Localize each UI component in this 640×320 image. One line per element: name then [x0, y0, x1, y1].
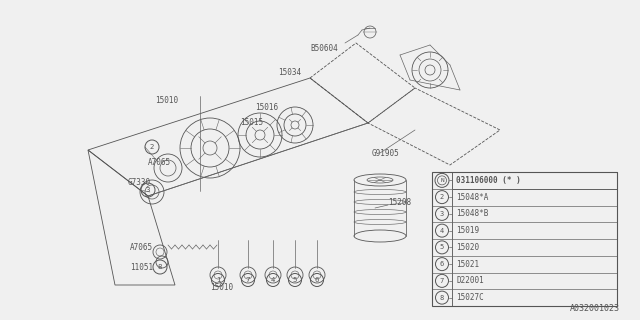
Text: 15020: 15020	[456, 243, 479, 252]
Text: 2: 2	[440, 194, 444, 200]
Text: 8: 8	[157, 264, 163, 270]
Text: G7330: G7330	[128, 178, 151, 187]
Bar	[452, 172, 617, 189]
Text: 7: 7	[440, 278, 444, 284]
Text: 15048*A: 15048*A	[456, 193, 488, 202]
Text: 3: 3	[146, 187, 150, 193]
Text: G91905: G91905	[372, 148, 400, 157]
Text: 7: 7	[246, 277, 250, 283]
Text: 15010: 15010	[155, 95, 178, 105]
Text: A7065: A7065	[148, 157, 171, 166]
Text: 3: 3	[440, 211, 444, 217]
Text: 15010: 15010	[211, 284, 234, 292]
Text: D22001: D22001	[456, 276, 484, 285]
Text: 5: 5	[293, 277, 297, 283]
Bar	[432, 172, 617, 306]
Text: 6: 6	[440, 261, 444, 267]
Text: 4: 4	[271, 277, 275, 283]
Text: 11051: 11051	[130, 263, 153, 273]
Text: A032001023: A032001023	[570, 304, 620, 313]
Text: B50604: B50604	[310, 44, 338, 52]
Text: 15021: 15021	[456, 260, 479, 268]
Text: 15034: 15034	[278, 68, 301, 76]
Text: 4: 4	[440, 228, 444, 234]
Text: 15208: 15208	[388, 197, 411, 206]
Text: 15048*B: 15048*B	[456, 209, 488, 218]
Text: 031106000 (* ): 031106000 (* )	[456, 176, 521, 185]
Text: A7065: A7065	[130, 243, 153, 252]
Text: 15016: 15016	[255, 102, 278, 111]
Text: N: N	[440, 178, 444, 183]
Text: 6: 6	[315, 277, 319, 283]
Text: 1: 1	[216, 277, 220, 283]
Text: 15027C: 15027C	[456, 293, 484, 302]
Text: 5: 5	[440, 244, 444, 250]
Text: 15019: 15019	[456, 226, 479, 235]
Text: 8: 8	[440, 295, 444, 300]
Text: 15015: 15015	[240, 117, 263, 126]
Text: 2: 2	[150, 144, 154, 150]
